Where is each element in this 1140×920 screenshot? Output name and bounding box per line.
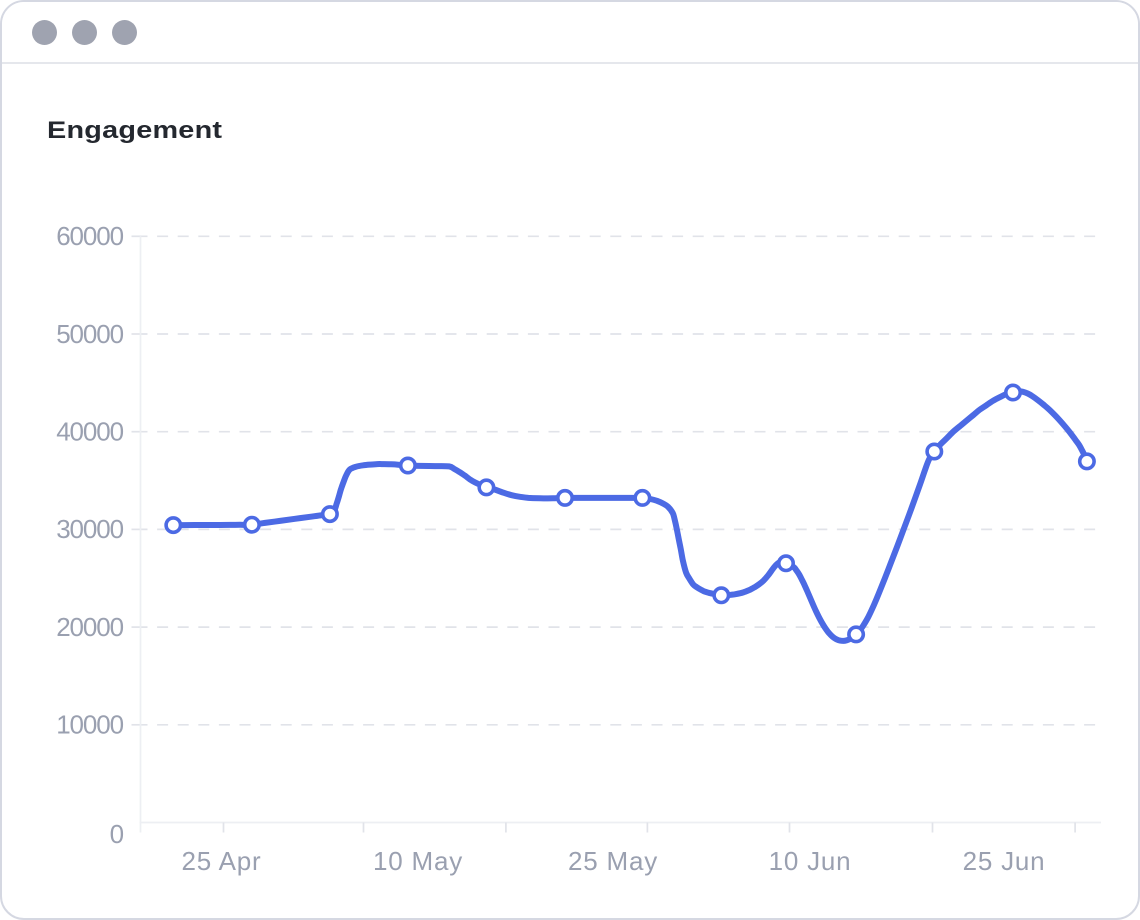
svg-text:25 Jun: 25 Jun: [963, 846, 1046, 876]
svg-text:10 May: 10 May: [373, 846, 463, 876]
svg-text:10 Jun: 10 Jun: [769, 846, 852, 876]
svg-text:25 Apr: 25 Apr: [182, 846, 262, 876]
svg-text:50000: 50000: [56, 319, 123, 349]
svg-text:40000: 40000: [56, 417, 123, 447]
svg-text:25 May: 25 May: [568, 846, 658, 876]
svg-text:20000: 20000: [56, 612, 123, 642]
svg-text:0: 0: [110, 819, 124, 849]
svg-text:10000: 10000: [56, 710, 123, 740]
svg-text:60000: 60000: [56, 221, 123, 251]
svg-text:30000: 30000: [56, 514, 123, 544]
